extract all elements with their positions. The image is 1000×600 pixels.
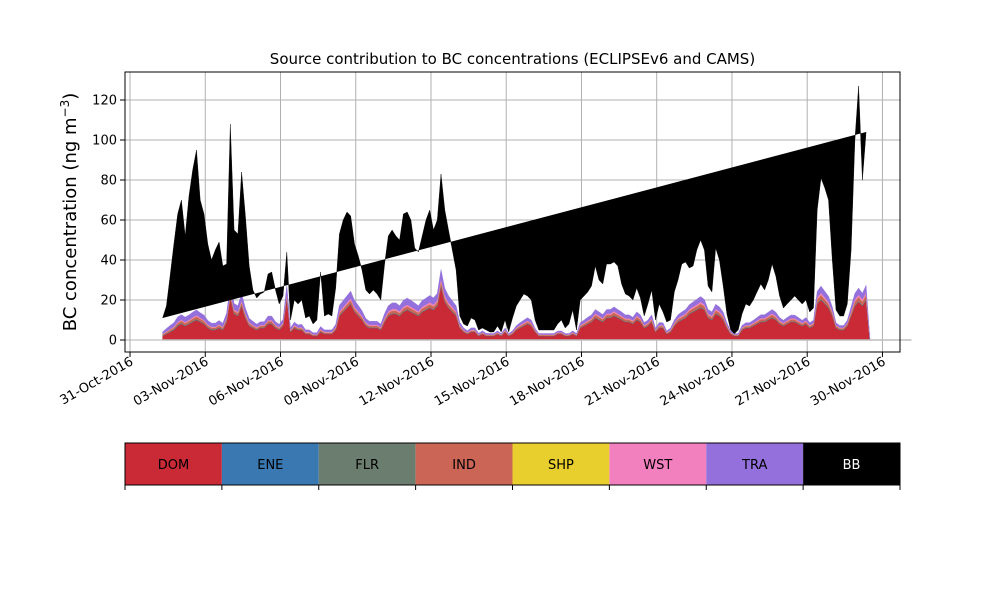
legend-label-ene: ENE (257, 458, 283, 473)
legend-label-shp: SHP (548, 458, 574, 473)
y-tick-label: 120 (92, 94, 117, 109)
legend-label-wst: WST (643, 458, 672, 473)
y-tick-label: 60 (100, 214, 117, 229)
legend-swatch-tra (706, 443, 804, 485)
legend-label-bb: BB (843, 458, 861, 473)
y-tick-label: 0 (109, 334, 117, 349)
legend-swatch-ene (221, 443, 319, 485)
y-tick-label: 20 (100, 294, 117, 309)
y-axis-label-superscript: −3 (58, 100, 72, 118)
legend-swatch-shp (512, 443, 610, 485)
area-bb (162, 85, 867, 334)
stacked-areas (162, 85, 912, 341)
legend-label-ind: IND (452, 458, 476, 473)
legend-swatch-wst (609, 443, 707, 485)
legend-colorbar: DOM ENE FLR IND SHP WST TRA BB (124, 442, 901, 490)
legend-label-flr: FLR (355, 458, 379, 473)
y-axis-label: BC concentration (ng m−3) (58, 93, 81, 332)
y-axis-label-main: BC concentration (ng m (60, 117, 81, 331)
y-tick-label: 100 (92, 134, 117, 149)
legend-label-dom: DOM (158, 458, 189, 473)
legend-swatch-flr (318, 443, 416, 485)
y-axis-label-close: ) (60, 93, 81, 100)
y-tick-label: 40 (100, 254, 117, 269)
legend-swatch-dom (125, 443, 222, 485)
legend-swatch-ind (415, 443, 513, 485)
legend-swatch-bb (803, 443, 900, 485)
plot-frame (124, 71, 901, 353)
legend-label-tra: TRA (741, 458, 767, 473)
y-tick-label: 80 (100, 174, 117, 189)
chart-title: Source contribution to BC concentrations… (270, 50, 755, 68)
